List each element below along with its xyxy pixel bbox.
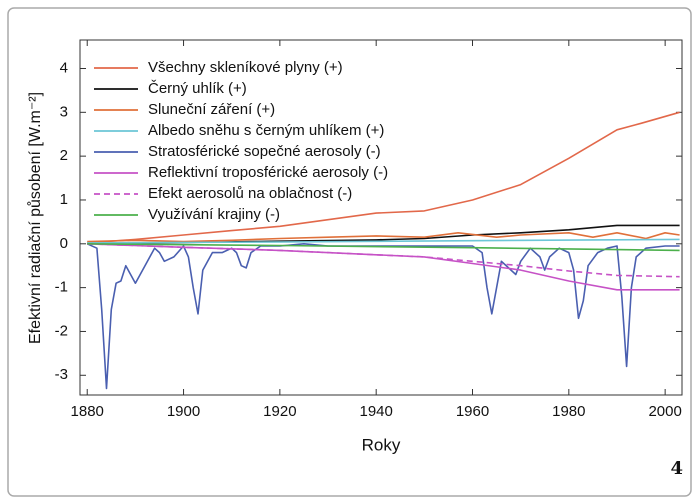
y-tick-label: 3 (60, 103, 68, 120)
y-tick-label: -3 (55, 366, 68, 383)
plot-area (79, 39, 683, 396)
series-line (87, 243, 680, 252)
y-tick-label: -2 (55, 322, 68, 339)
legend-label: Albedo sněhu s černým uhlíkem (+) (148, 122, 384, 139)
x-tick-label: 1980 (552, 403, 585, 420)
page-number: 4 (670, 458, 683, 479)
legend-label: Všechny skleníkové plyny (+) (148, 59, 343, 76)
y-tick-label: -1 (55, 279, 68, 296)
legend-label: Černý uhlík (+) (148, 80, 247, 97)
series-line (87, 243, 680, 278)
y-tick-label: 0 (60, 235, 68, 252)
x-tick-label: 2000 (648, 403, 681, 420)
x-tick-label: 1900 (167, 403, 200, 420)
legend-label: Využívání krajiny (-) (148, 206, 280, 223)
y-tick-label: 4 (60, 59, 68, 76)
series-line (87, 238, 680, 244)
y-tick-label: 2 (60, 147, 68, 164)
x-tick-label: 1880 (71, 403, 104, 420)
x-tick-label: 1920 (263, 403, 296, 420)
y-tick-label: 1 (60, 191, 68, 208)
legend-label: Sluneční záření (+) (148, 101, 275, 118)
legend-label: Stratosférické sopečné aerosoly (-) (148, 143, 381, 160)
series-line (87, 232, 680, 243)
x-tick-label: 1940 (359, 403, 392, 420)
x-tick-label: 1960 (456, 403, 489, 420)
y-axis-label: Efektivní radiační působení [W.m⁻²] (26, 92, 44, 344)
series-line (87, 111, 680, 244)
legend-label: Reflektivní troposférické aerosoly (-) (148, 164, 388, 181)
x-axis-label: Roky (362, 435, 401, 454)
legend-label: Efekt aerosolů na oblačnost (-) (148, 185, 352, 202)
